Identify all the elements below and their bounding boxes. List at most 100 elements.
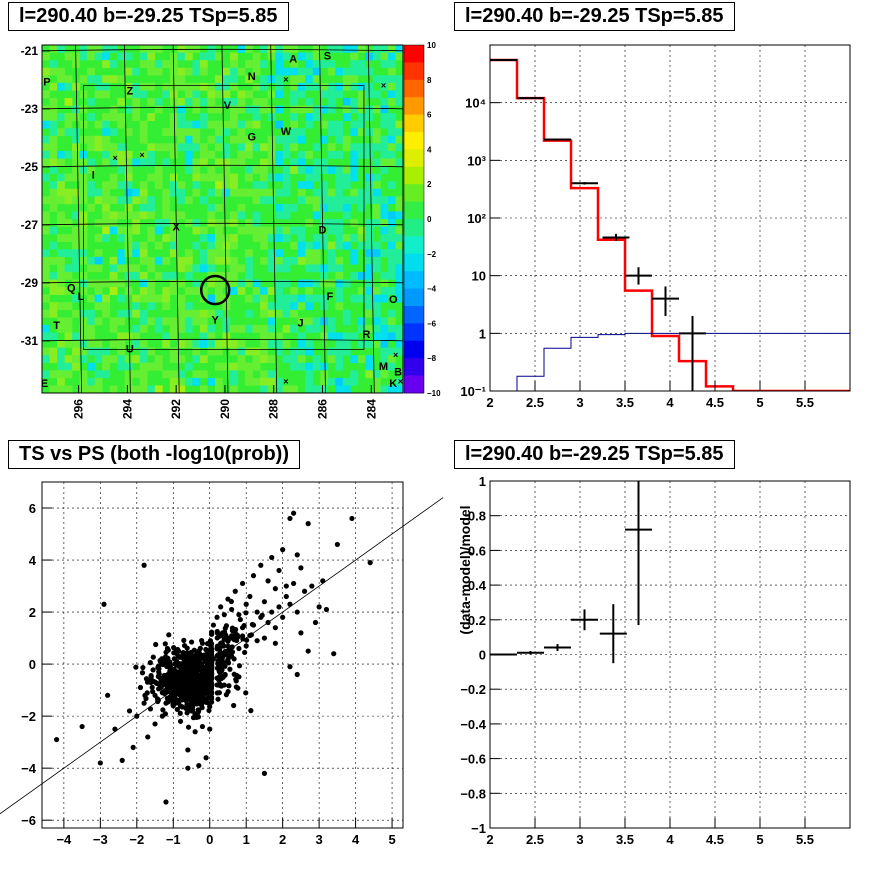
scatter-point	[170, 669, 176, 675]
spectrum-x-tick-label: 3	[576, 395, 583, 410]
map-pixel	[192, 279, 201, 288]
map-pixel	[260, 309, 268, 318]
map-pixel	[64, 150, 73, 159]
map-pixel	[395, 249, 403, 258]
map-pixel	[267, 45, 276, 53]
map-pixel	[395, 340, 403, 348]
map-pixel	[282, 203, 291, 212]
scatter-point	[225, 657, 231, 663]
map-pixel	[365, 181, 374, 190]
map-pixel	[342, 211, 351, 220]
map-pixel	[64, 287, 73, 295]
map-pixel	[395, 241, 403, 250]
map-pixel	[395, 143, 403, 152]
map-pixel	[154, 181, 163, 190]
map-pixel	[297, 234, 306, 242]
source-label: Q	[67, 283, 76, 295]
scatter-point	[148, 677, 154, 683]
map-pixel	[372, 332, 381, 341]
map-pixel	[169, 279, 178, 288]
map-pixel	[192, 173, 201, 182]
map-pixel	[380, 82, 389, 91]
map-pixel	[102, 309, 110, 318]
colorbar-cell	[404, 62, 424, 81]
map-pixel	[312, 188, 321, 197]
map-pixel	[275, 332, 283, 341]
map-pixel	[275, 385, 283, 393]
map-pixel	[335, 67, 344, 76]
map-pixel	[184, 249, 193, 258]
colorbar-cell	[404, 358, 424, 376]
map-pixel	[139, 347, 148, 356]
map-pixel	[380, 249, 389, 258]
map-pixel	[154, 362, 163, 371]
scatter-point	[232, 588, 238, 594]
map-pixel	[72, 143, 80, 152]
map-pixel	[387, 287, 396, 295]
map-pixel	[245, 166, 253, 174]
map-pixel	[79, 355, 88, 364]
map-pixel	[109, 143, 118, 152]
map-pixel	[387, 317, 396, 326]
map-pixel	[387, 234, 396, 242]
map-pixel	[124, 241, 133, 250]
map-pixel	[260, 377, 268, 386]
map-pixel	[147, 264, 156, 273]
map-pixel	[177, 264, 186, 273]
residual-y-tick-label: 0	[479, 648, 486, 663]
map-pixel	[49, 67, 58, 76]
scatter-point	[177, 718, 184, 724]
map-pixel	[252, 120, 261, 129]
map-pixel	[365, 309, 374, 318]
map-pixel	[177, 188, 186, 197]
scatter-point	[188, 653, 195, 659]
map-pixel	[380, 219, 389, 227]
map-pixel	[297, 135, 306, 144]
map-pixel	[42, 105, 50, 114]
map-pixel	[87, 309, 95, 318]
map-grid-latitude	[42, 48, 403, 52]
map-pixel	[222, 67, 231, 76]
map-pixel	[192, 370, 201, 379]
map-pixel	[117, 143, 126, 152]
map-pixel	[192, 377, 201, 386]
map-pixel	[335, 90, 344, 99]
map-pixel	[387, 90, 396, 99]
source-label: B	[394, 367, 402, 379]
map-pixel	[297, 332, 306, 341]
scatter-point	[130, 744, 136, 750]
map-pixel	[72, 105, 80, 114]
scatter-point	[140, 664, 146, 671]
map-pixel	[252, 52, 261, 61]
map-grid-longitude	[221, 45, 229, 393]
scatter-point	[244, 637, 250, 643]
map-pixel	[162, 211, 171, 220]
map-pixel	[222, 241, 231, 250]
scatter-point	[210, 656, 216, 662]
scatter-point	[214, 682, 220, 688]
map-pixel	[49, 113, 58, 121]
source-cross: ×	[283, 376, 288, 386]
map-pixel	[169, 347, 178, 356]
map-pixel	[245, 135, 253, 144]
scatter-y-tick-label: 4	[29, 553, 37, 568]
map-pixel	[162, 317, 171, 326]
map-pixel	[372, 302, 381, 311]
map-pixel	[327, 332, 336, 341]
map-pixel	[199, 67, 208, 76]
map-grid-latitude	[42, 106, 403, 110]
map-pixel	[94, 45, 103, 53]
scatter-point	[258, 562, 264, 568]
map-pixel	[380, 203, 389, 212]
map-pixel	[64, 82, 73, 91]
source-label: F	[326, 291, 333, 303]
map-pixel	[305, 324, 314, 333]
map-pixel	[252, 143, 261, 152]
map-pixel	[305, 105, 314, 114]
map-pixel	[139, 340, 148, 348]
map-pixel	[169, 317, 178, 326]
map-pixel	[387, 128, 396, 137]
scatter-point	[320, 578, 326, 584]
